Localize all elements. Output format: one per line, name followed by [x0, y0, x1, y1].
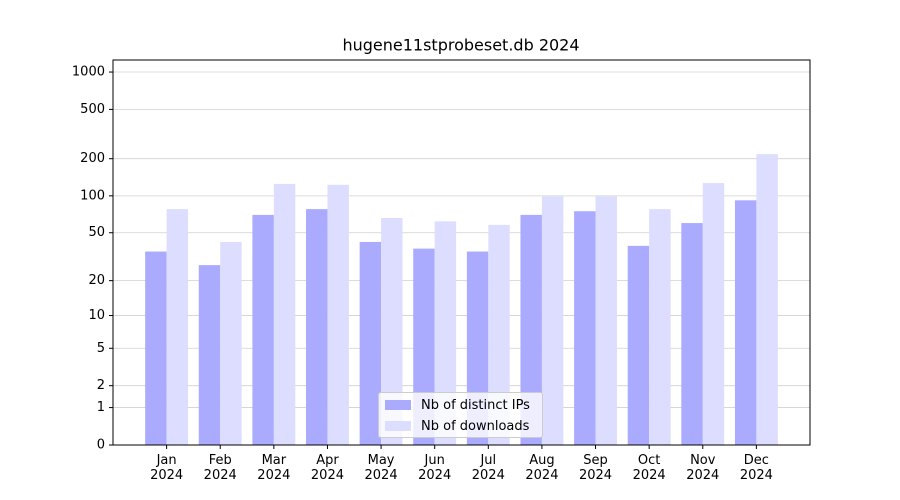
- legend-swatch: [385, 421, 411, 431]
- bar: [734, 200, 757, 445]
- bar: [702, 183, 725, 445]
- x-tick-label: Feb 2024: [203, 453, 237, 483]
- bar: [488, 224, 510, 445]
- legend-label: Nb of distinct IPs: [421, 397, 530, 413]
- legend-label: Nb of downloads: [421, 418, 530, 434]
- y-tick-label: 200: [80, 151, 105, 166]
- bar: [198, 265, 221, 445]
- bar: [381, 218, 403, 445]
- x-tick-label: Jul 2024: [471, 453, 505, 483]
- x-tick-label: Jun 2024: [418, 453, 452, 483]
- x-tick-label: Mar 2024: [257, 453, 291, 483]
- bar: [359, 241, 382, 445]
- y-tick-label: 1: [97, 400, 105, 415]
- y-tick-label: 2: [97, 378, 105, 393]
- chart-title: hugene11stprobeset.db 2024: [342, 36, 579, 55]
- y-tick-label: 50: [88, 225, 105, 240]
- y-tick-label: 20: [88, 273, 105, 288]
- bar: [252, 214, 274, 445]
- x-tick-label: Oct 2024: [632, 453, 666, 483]
- bar: [166, 209, 189, 445]
- bar: [681, 223, 703, 445]
- bar: [541, 196, 564, 445]
- bar: [273, 183, 296, 445]
- x-tick-label: Aug 2024: [525, 453, 559, 483]
- bar: [327, 184, 349, 445]
- bar: [220, 241, 242, 445]
- plot-frame: [112, 59, 811, 446]
- y-tick-label: 5: [97, 341, 105, 356]
- bar: [627, 245, 650, 445]
- x-tick-label: May 2024: [364, 453, 398, 483]
- legend-item: Nb of distinct IPs: [385, 396, 530, 414]
- x-tick-label: Nov 2024: [686, 453, 720, 483]
- legend-swatch: [385, 400, 411, 410]
- bar: [756, 154, 778, 445]
- x-tick-label: Sep 2024: [578, 453, 613, 483]
- y-tick-label: 0: [97, 438, 105, 453]
- y-tick-label: 10: [88, 308, 105, 323]
- bar: [649, 209, 671, 445]
- legend: Nb of distinct IPs Nb of downloads: [378, 392, 543, 438]
- bar: [145, 251, 167, 445]
- y-tick-label: 500: [80, 102, 105, 117]
- bar: [574, 211, 596, 445]
- y-tick-label: 1000: [72, 65, 105, 80]
- y-tick-label: 100: [80, 188, 105, 203]
- bar: [306, 209, 328, 445]
- x-tick-label: Apr 2024: [310, 453, 344, 483]
- bar: [520, 214, 542, 445]
- bar: [434, 221, 457, 445]
- legend-item: Nb of downloads: [385, 417, 529, 435]
- bar: [595, 196, 617, 445]
- x-tick-label: Jan 2024: [150, 453, 184, 483]
- x-tick-label: Dec 2024: [739, 453, 773, 483]
